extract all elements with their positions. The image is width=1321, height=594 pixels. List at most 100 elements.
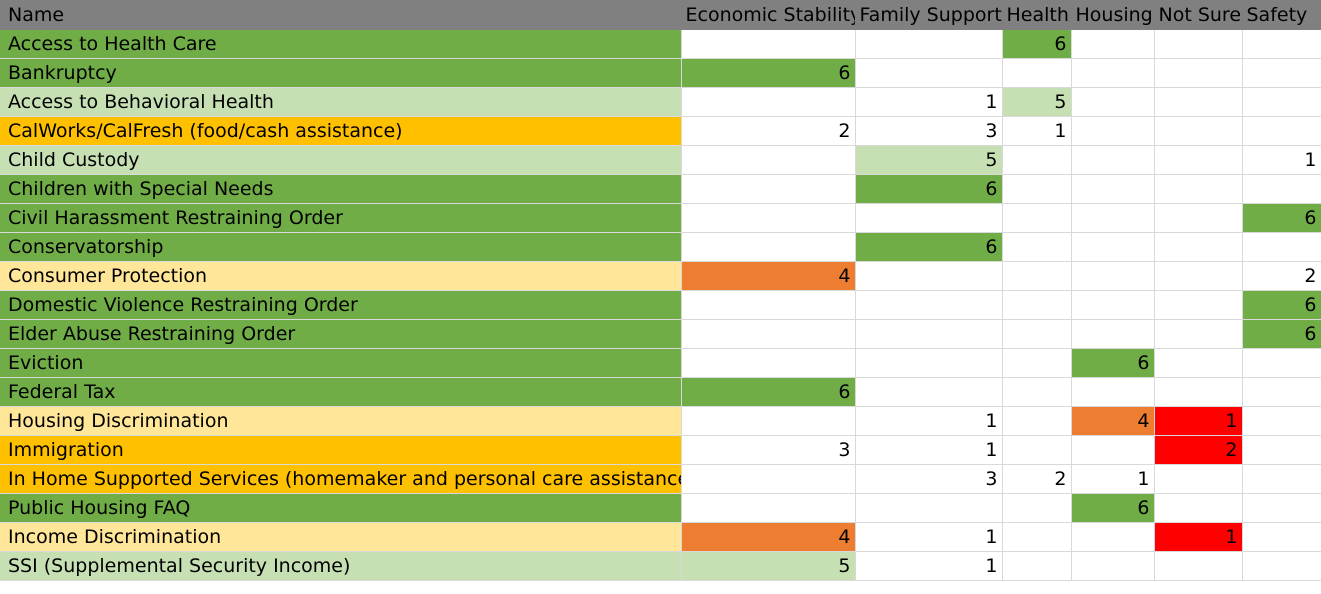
column-header-family-support[interactable]: Family Support [855, 0, 1002, 30]
cell-housing[interactable] [1071, 88, 1154, 117]
cell-housing[interactable]: 6 [1071, 349, 1154, 378]
cell-name[interactable]: Bankruptcy [0, 59, 681, 88]
cell-health[interactable] [1002, 262, 1071, 291]
cell-name[interactable]: Income Discrimination [0, 523, 681, 552]
cell-health[interactable] [1002, 175, 1071, 204]
cell-safety[interactable]: 2 [1242, 262, 1321, 291]
cell-not-sure[interactable] [1154, 262, 1242, 291]
cell-housing[interactable]: 1 [1071, 465, 1154, 494]
cell-name[interactable]: In Home Supported Services (homemaker an… [0, 465, 681, 494]
cell-not-sure[interactable] [1154, 88, 1242, 117]
column-header-health[interactable]: Health [1002, 0, 1071, 30]
column-header-name[interactable]: Name [0, 0, 681, 30]
cell-name[interactable]: Immigration [0, 436, 681, 465]
cell-economic-stability[interactable] [681, 204, 855, 233]
cell-economic-stability[interactable]: 4 [681, 523, 855, 552]
cell-family-support[interactable] [855, 59, 1002, 88]
cell-health[interactable] [1002, 233, 1071, 262]
cell-safety[interactable]: 6 [1242, 204, 1321, 233]
cell-safety[interactable]: 1 [1242, 146, 1321, 175]
cell-name[interactable]: Elder Abuse Restraining Order [0, 320, 681, 349]
cell-health[interactable]: 5 [1002, 88, 1071, 117]
cell-family-support[interactable]: 1 [855, 436, 1002, 465]
cell-safety[interactable] [1242, 117, 1321, 146]
cell-housing[interactable] [1071, 30, 1154, 59]
cell-name[interactable]: CalWorks/CalFresh (food/cash assistance) [0, 117, 681, 146]
cell-name[interactable]: Federal Tax [0, 378, 681, 407]
cell-safety[interactable] [1242, 349, 1321, 378]
cell-housing[interactable] [1071, 204, 1154, 233]
cell-health[interactable] [1002, 407, 1071, 436]
cell-family-support[interactable] [855, 349, 1002, 378]
cell-economic-stability[interactable] [681, 494, 855, 523]
cell-name[interactable]: Eviction [0, 349, 681, 378]
cell-health[interactable] [1002, 349, 1071, 378]
cell-name[interactable]: SSI (Supplemental Security Income) [0, 552, 681, 581]
cell-family-support[interactable]: 1 [855, 88, 1002, 117]
cell-name[interactable]: Conservatorship [0, 233, 681, 262]
cell-economic-stability[interactable] [681, 30, 855, 59]
cell-name[interactable]: Child Custody [0, 146, 681, 175]
cell-safety[interactable] [1242, 88, 1321, 117]
cell-not-sure[interactable] [1154, 204, 1242, 233]
column-header-not-sure[interactable]: Not Sure [1154, 0, 1242, 30]
cell-name[interactable]: Public Housing FAQ [0, 494, 681, 523]
cell-not-sure[interactable]: 2 [1154, 436, 1242, 465]
cell-safety[interactable] [1242, 407, 1321, 436]
cell-family-support[interactable] [855, 291, 1002, 320]
cell-housing[interactable]: 6 [1071, 494, 1154, 523]
cell-economic-stability[interactable]: 6 [681, 378, 855, 407]
cell-economic-stability[interactable]: 5 [681, 552, 855, 581]
cell-name[interactable]: Consumer Protection [0, 262, 681, 291]
cell-economic-stability[interactable]: 3 [681, 436, 855, 465]
cell-housing[interactable] [1071, 291, 1154, 320]
cell-housing[interactable] [1071, 378, 1154, 407]
cell-economic-stability[interactable]: 6 [681, 59, 855, 88]
cell-safety[interactable] [1242, 436, 1321, 465]
cell-housing[interactable] [1071, 233, 1154, 262]
cell-economic-stability[interactable] [681, 407, 855, 436]
cell-housing[interactable] [1071, 146, 1154, 175]
cell-health[interactable] [1002, 204, 1071, 233]
cell-health[interactable] [1002, 552, 1071, 581]
cell-family-support[interactable]: 1 [855, 523, 1002, 552]
cell-family-support[interactable]: 3 [855, 117, 1002, 146]
cell-family-support[interactable]: 5 [855, 146, 1002, 175]
cell-health[interactable] [1002, 523, 1071, 552]
cell-not-sure[interactable] [1154, 59, 1242, 88]
cell-not-sure[interactable] [1154, 117, 1242, 146]
cell-not-sure[interactable] [1154, 146, 1242, 175]
cell-not-sure[interactable] [1154, 291, 1242, 320]
cell-safety[interactable] [1242, 175, 1321, 204]
cell-family-support[interactable]: 6 [855, 175, 1002, 204]
cell-not-sure[interactable]: 1 [1154, 407, 1242, 436]
cell-economic-stability[interactable] [681, 233, 855, 262]
cell-health[interactable] [1002, 59, 1071, 88]
cell-safety[interactable]: 6 [1242, 320, 1321, 349]
cell-health[interactable] [1002, 436, 1071, 465]
cell-economic-stability[interactable] [681, 146, 855, 175]
cell-economic-stability[interactable]: 2 [681, 117, 855, 146]
cell-not-sure[interactable] [1154, 552, 1242, 581]
cell-economic-stability[interactable] [681, 465, 855, 494]
cell-family-support[interactable] [855, 378, 1002, 407]
cell-family-support[interactable]: 1 [855, 407, 1002, 436]
cell-health[interactable]: 6 [1002, 30, 1071, 59]
cell-not-sure[interactable] [1154, 233, 1242, 262]
cell-not-sure[interactable] [1154, 320, 1242, 349]
cell-family-support[interactable] [855, 30, 1002, 59]
cell-not-sure[interactable] [1154, 175, 1242, 204]
cell-family-support[interactable]: 1 [855, 552, 1002, 581]
cell-not-sure[interactable] [1154, 30, 1242, 59]
cell-name[interactable]: Access to Health Care [0, 30, 681, 59]
cell-not-sure[interactable] [1154, 349, 1242, 378]
cell-health[interactable] [1002, 378, 1071, 407]
cell-safety[interactable]: 6 [1242, 291, 1321, 320]
cell-health[interactable] [1002, 291, 1071, 320]
cell-not-sure[interactable]: 1 [1154, 523, 1242, 552]
cell-safety[interactable] [1242, 233, 1321, 262]
column-header-economic-stability[interactable]: Economic Stability [681, 0, 855, 30]
cell-housing[interactable] [1071, 436, 1154, 465]
cell-family-support[interactable] [855, 204, 1002, 233]
cell-family-support[interactable] [855, 262, 1002, 291]
